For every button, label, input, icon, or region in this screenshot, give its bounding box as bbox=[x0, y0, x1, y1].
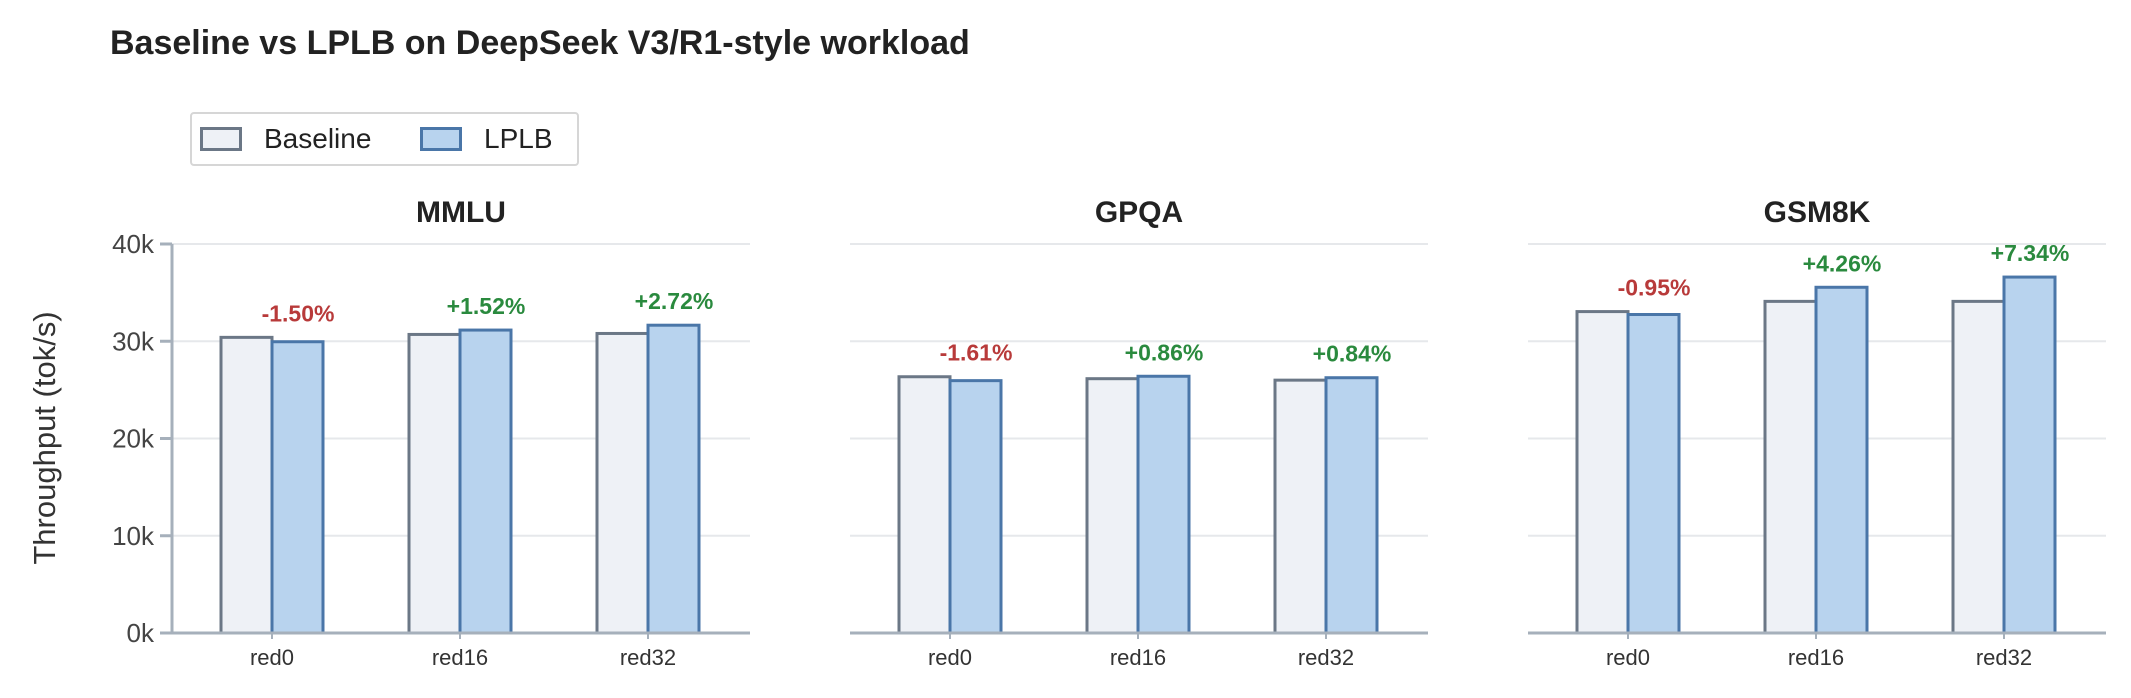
x-tick-label-gpqa-red32: red32 bbox=[1298, 645, 1354, 670]
panel-title-gpqa: GPQA bbox=[1095, 196, 1183, 229]
legend-item-lplb: LPLB bbox=[420, 114, 553, 164]
delta-label-gsm8k-red16: +4.26% bbox=[1803, 250, 1882, 276]
y-axis-title: Throughput (tok/s) bbox=[27, 311, 62, 564]
bar-baseline-gpqa-red32 bbox=[1273, 378, 1328, 635]
bar-lplb-gpqa-red16 bbox=[1136, 374, 1191, 635]
delta-label-gpqa-red16: +0.86% bbox=[1125, 339, 1204, 365]
delta-label-gsm8k-red32: +7.34% bbox=[1991, 240, 2070, 266]
legend-label-baseline: Baseline bbox=[264, 123, 372, 154]
bar-lplb-mmlu-red16 bbox=[458, 328, 513, 635]
bar-lplb-mmlu-red32 bbox=[646, 323, 701, 635]
bar-lplb-mmlu-red0 bbox=[270, 340, 325, 635]
bar-baseline-mmlu-red32 bbox=[595, 331, 650, 635]
legend: Baseline LPLB bbox=[190, 112, 579, 166]
y-tick-label-3: 20k bbox=[112, 424, 155, 454]
delta-label-gpqa-red32: +0.84% bbox=[1313, 341, 1392, 367]
delta-label-mmlu-red32: +2.72% bbox=[635, 288, 714, 314]
bar-baseline-gsm8k-red32 bbox=[1951, 299, 2006, 635]
legend-swatch-baseline bbox=[200, 127, 242, 151]
bar-baseline-mmlu-red16 bbox=[407, 332, 462, 635]
delta-label-gsm8k-red0: -0.95% bbox=[1618, 275, 1691, 301]
y-tick-label-4: 30k bbox=[112, 326, 155, 356]
legend-label-lplb: LPLB bbox=[484, 123, 553, 154]
bar-baseline-mmlu-red0 bbox=[219, 335, 274, 635]
y-tick-label-1: 0k bbox=[127, 618, 155, 648]
bar-baseline-gpqa-red16 bbox=[1085, 377, 1140, 635]
bar-lplb-gsm8k-red16 bbox=[1814, 285, 1869, 635]
delta-label-mmlu-red0: -1.50% bbox=[262, 300, 335, 326]
legend-swatch-lplb bbox=[420, 127, 462, 151]
delta-label-gpqa-red0: -1.61% bbox=[940, 340, 1013, 366]
bar-lplb-gpqa-red0 bbox=[948, 379, 1003, 635]
x-tick-label-mmlu-red32: red32 bbox=[620, 645, 676, 670]
bar-baseline-gsm8k-red0 bbox=[1575, 310, 1630, 635]
bar-lplb-gpqa-red32 bbox=[1324, 376, 1379, 635]
x-tick-label-mmlu-red16: red16 bbox=[432, 645, 488, 670]
x-tick-label-gpqa-red16: red16 bbox=[1110, 645, 1166, 670]
x-tick-label-mmlu-red0: red0 bbox=[250, 645, 294, 670]
x-tick-label-gsm8k-red32: red32 bbox=[1976, 645, 2032, 670]
legend-item-baseline: Baseline bbox=[200, 114, 371, 164]
bar-lplb-gsm8k-red32 bbox=[2002, 275, 2057, 635]
bar-baseline-gpqa-red0 bbox=[897, 375, 952, 635]
bar-baseline-gsm8k-red16 bbox=[1763, 299, 1818, 635]
x-tick-label-gsm8k-red0: red0 bbox=[1606, 645, 1650, 670]
panel-title-mmlu: MMLU bbox=[416, 196, 506, 229]
y-tick-label-2: 10k bbox=[112, 521, 155, 551]
y-tick-label-5: 40k bbox=[112, 229, 155, 259]
bar-lplb-gsm8k-red0 bbox=[1626, 313, 1681, 635]
delta-label-mmlu-red16: +1.52% bbox=[447, 293, 526, 319]
x-tick-label-gsm8k-red16: red16 bbox=[1788, 645, 1844, 670]
x-tick-label-gpqa-red0: red0 bbox=[928, 645, 972, 670]
panel-title-gsm8k: GSM8K bbox=[1764, 196, 1871, 229]
chart-title: Baseline vs LPLB on DeepSeek V3/R1-style… bbox=[110, 24, 970, 62]
